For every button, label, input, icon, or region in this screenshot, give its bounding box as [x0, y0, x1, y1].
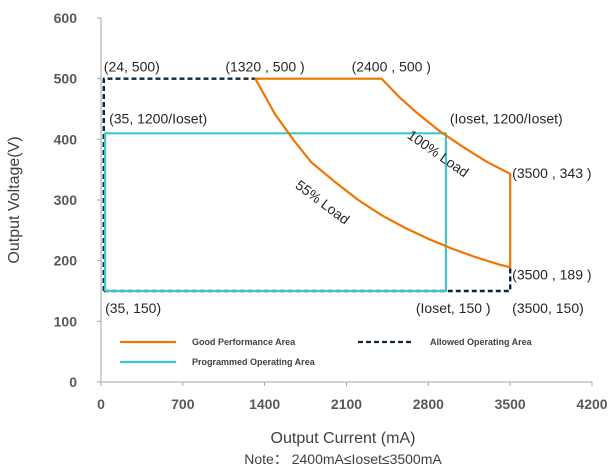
y-tick-label: 400	[54, 131, 78, 147]
series-line-programmed-operating-area	[104, 132, 447, 293]
x-axis-title: Output Current (mA)	[271, 430, 416, 447]
point-labels: (24, 500) (1320 , 500 ) (2400 , 500 ) (35, …	[104, 59, 592, 316]
legend-label: Good Performance Area	[192, 337, 296, 347]
series-group	[102, 77, 512, 293]
x-tick-label: 700	[171, 396, 195, 412]
y-tick-label: 200	[54, 253, 78, 269]
curve-label: 55% Load	[293, 177, 353, 228]
y-tick-label: 300	[54, 192, 78, 208]
point-label: (3500 , 189 )	[512, 266, 591, 282]
y-axis-title: Output Voltage(V)	[6, 136, 23, 263]
point-label: (Ioset, 150 )	[416, 300, 491, 316]
point-label: (Ioset, 1200/Ioset)	[450, 110, 563, 126]
point-label: (3500 , 343 )	[512, 165, 591, 181]
point-label: (2400 , 500 )	[352, 59, 431, 75]
x-tick-label: 3500	[495, 396, 526, 412]
series-line-good-performance-area	[254, 77, 512, 269]
legend-label: Programmed Operating Area	[192, 357, 316, 367]
x-tick-label: 0	[97, 396, 105, 412]
axes: 0 700 1400 2100 2800 3500 4200 0 100 200 300 400 500…	[54, 10, 608, 412]
series-line-allowed-operating-area-lower-	[103, 267, 512, 293]
point-label: (35, 150)	[105, 300, 161, 316]
note-text: Note： 2400mA≤Ioset≤3500mA	[244, 451, 442, 467]
series-line-allowed-operating-area	[102, 77, 256, 291]
legend-label: Allowed Operating Area	[430, 337, 533, 347]
curve-label: 100% Load	[405, 127, 472, 181]
y-tick-label: 500	[54, 71, 78, 87]
x-tick-label: 1400	[249, 396, 280, 412]
y-tick-label: 600	[54, 10, 78, 26]
y-tick-label: 0	[69, 374, 77, 390]
point-label: (3500, 150)	[512, 300, 584, 316]
y-tick-label: 100	[54, 313, 78, 329]
x-tick-label: 2100	[331, 396, 362, 412]
point-label: (1320 , 500 )	[225, 59, 304, 75]
x-tick-label: 2800	[413, 396, 444, 412]
legend: Good Performance Area Allowed Operating A…	[120, 337, 533, 367]
point-label: (24, 500)	[104, 59, 160, 75]
x-tick-label: 4200	[576, 396, 607, 412]
point-label: (35, 1200/Ioset)	[109, 110, 207, 126]
